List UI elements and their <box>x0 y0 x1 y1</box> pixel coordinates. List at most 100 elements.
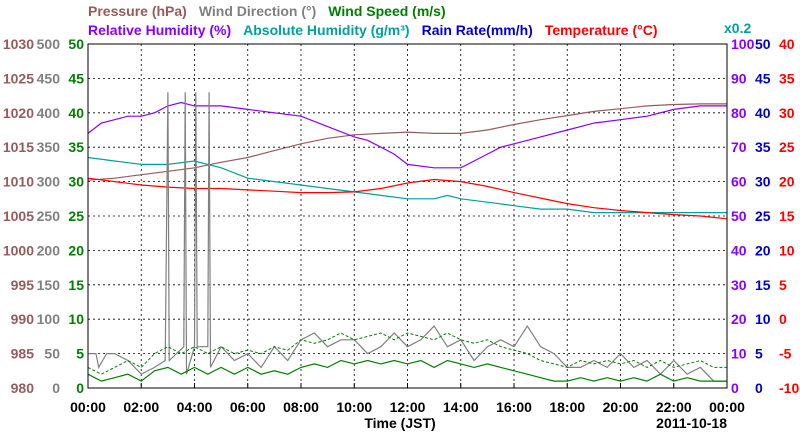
wind_direction-tick-label: 350 <box>37 139 61 155</box>
pressure-tick-label: 995 <box>11 277 35 293</box>
pressure-tick-label: 985 <box>11 346 35 362</box>
relative_humidity-tick-label: 0 <box>731 380 739 396</box>
temperature-tick-label: 35 <box>779 70 795 86</box>
x-tick-label: 02:00 <box>123 399 159 415</box>
x-tick-label: 04:00 <box>177 399 213 415</box>
pressure-tick-label: 1020 <box>3 105 34 121</box>
legend-item: Pressure (hPa) <box>88 3 187 19</box>
rain_rate-tick-label: 0 <box>755 380 763 396</box>
series-line <box>87 103 727 181</box>
temperature-tick-label: -10 <box>779 380 799 396</box>
series-line <box>87 101 727 169</box>
relative_humidity-tick-label: 30 <box>731 277 747 293</box>
temperature-tick-label: 25 <box>779 139 795 155</box>
date-label: 2011-10-18 <box>656 415 727 431</box>
series-line <box>87 156 727 214</box>
pressure-tick-label: 980 <box>11 380 35 396</box>
x-tick-label: 22:00 <box>656 399 692 415</box>
pressure-tick-label: 1010 <box>3 174 34 190</box>
temperature-tick-label: -5 <box>779 346 792 362</box>
series-line <box>87 177 728 220</box>
wind_direction-tick-label: 50 <box>44 346 60 362</box>
x-axis-label: Time (JST) <box>364 415 435 431</box>
pressure-tick-label: 1030 <box>3 36 34 52</box>
x-tick-label: 16:00 <box>496 399 532 415</box>
rain_rate-tick-label: 25 <box>755 208 771 224</box>
relative_humidity-tick-label: 100 <box>731 36 755 52</box>
x-tick-label: 00:00 <box>70 399 106 415</box>
legend-scale-note: x0.2 <box>724 20 751 36</box>
relative_humidity-tick-label: 20 <box>731 311 747 327</box>
wind_speed-tick-label: 50 <box>68 36 84 52</box>
temperature-tick-label: 0 <box>779 311 787 327</box>
wind_direction-tick-label: 0 <box>52 380 60 396</box>
relative_humidity-tick-label: 50 <box>731 208 747 224</box>
series-line <box>87 359 727 382</box>
wind_speed-tick-label: 0 <box>76 380 84 396</box>
rain_rate-tick-label: 20 <box>755 242 771 258</box>
rain_rate-tick-label: 10 <box>755 311 771 327</box>
temperature-tick-label: 20 <box>779 174 795 190</box>
wind_speed-tick-label: 35 <box>68 139 84 155</box>
legend-item: Temperature (°C) <box>545 22 658 38</box>
relative_humidity-tick-label: 90 <box>731 70 747 86</box>
relative_humidity-tick-label: 10 <box>731 346 747 362</box>
temperature-tick-label: 10 <box>779 242 795 258</box>
pressure-tick-label: 1025 <box>3 70 34 86</box>
legend-item: Absolute Humidity (g/m³) <box>243 22 409 38</box>
x-axis: 00:00 02:00 04:00 06:00 08:00 10:00 12:00 14:00… <box>70 383 745 431</box>
wind_direction-tick-label: 150 <box>37 277 61 293</box>
wind_speed-tick-label: 20 <box>68 242 84 258</box>
legend: Pressure (hPa) Wind Direction (°) Wind Spe… <box>88 3 751 38</box>
legend-item: Wind Direction (°) <box>199 3 316 19</box>
temperature-tick-label: 30 <box>779 105 795 121</box>
temperature-tick-label: 40 <box>779 36 795 52</box>
wind_speed-tick-label: 10 <box>68 311 84 327</box>
left-axes: 1030102510201015101010051000995990985980… <box>3 36 84 396</box>
x-tick-label: 08:00 <box>283 399 319 415</box>
wind_direction-tick-label: 100 <box>37 311 61 327</box>
x-tick-label: 06:00 <box>230 399 266 415</box>
relative_humidity-tick-label: 60 <box>731 174 747 190</box>
pressure-tick-label: 1000 <box>3 242 34 258</box>
wind_speed-tick-label: 45 <box>68 70 84 86</box>
wind_speed-tick-label: 25 <box>68 208 84 224</box>
wind_speed-tick-label: 30 <box>68 174 84 190</box>
x-tick-label: 10:00 <box>336 399 372 415</box>
x-tick-label: 14:00 <box>443 399 479 415</box>
relative_humidity-tick-label: 70 <box>731 139 747 155</box>
wind_direction-tick-label: 200 <box>37 242 61 258</box>
pressure-tick-label: 1015 <box>3 139 34 155</box>
rain_rate-tick-label: 5 <box>755 346 763 362</box>
temperature-tick-label: 15 <box>779 208 795 224</box>
wind_direction-tick-label: 450 <box>37 70 61 86</box>
rain_rate-tick-label: 35 <box>755 139 771 155</box>
legend-item: Rain Rate(mm/h) <box>422 22 533 38</box>
rain_rate-tick-label: 40 <box>755 105 771 121</box>
legend-item: Relative Humidity (%) <box>88 22 231 38</box>
wind_speed-tick-label: 15 <box>68 277 84 293</box>
wind_direction-tick-label: 500 <box>37 36 61 52</box>
rain_rate-tick-label: 45 <box>755 70 771 86</box>
temperature-tick-label: 5 <box>779 277 787 293</box>
x-tick-label: 12:00 <box>390 399 426 415</box>
x-tick-label: 20:00 <box>603 399 639 415</box>
rain_rate-tick-label: 50 <box>755 36 771 52</box>
x-tick-label: 00:00 <box>709 399 745 415</box>
series-line <box>87 332 727 375</box>
rain_rate-tick-label: 15 <box>755 277 771 293</box>
rain_rate-tick-label: 30 <box>755 174 771 190</box>
x-tick-label: 18:00 <box>549 399 585 415</box>
series-layer <box>87 92 728 382</box>
wind_direction-tick-label: 250 <box>37 208 61 224</box>
wind_speed-tick-label: 5 <box>76 346 84 362</box>
wind_speed-tick-label: 40 <box>68 105 84 121</box>
wind_direction-tick-label: 300 <box>37 174 61 190</box>
pressure-tick-label: 990 <box>11 311 35 327</box>
pressure-tick-label: 1005 <box>3 208 34 224</box>
relative_humidity-tick-label: 40 <box>731 242 747 258</box>
right-axes: 1009080706050403020100504540353025201510… <box>731 36 799 396</box>
relative_humidity-tick-label: 80 <box>731 105 747 121</box>
